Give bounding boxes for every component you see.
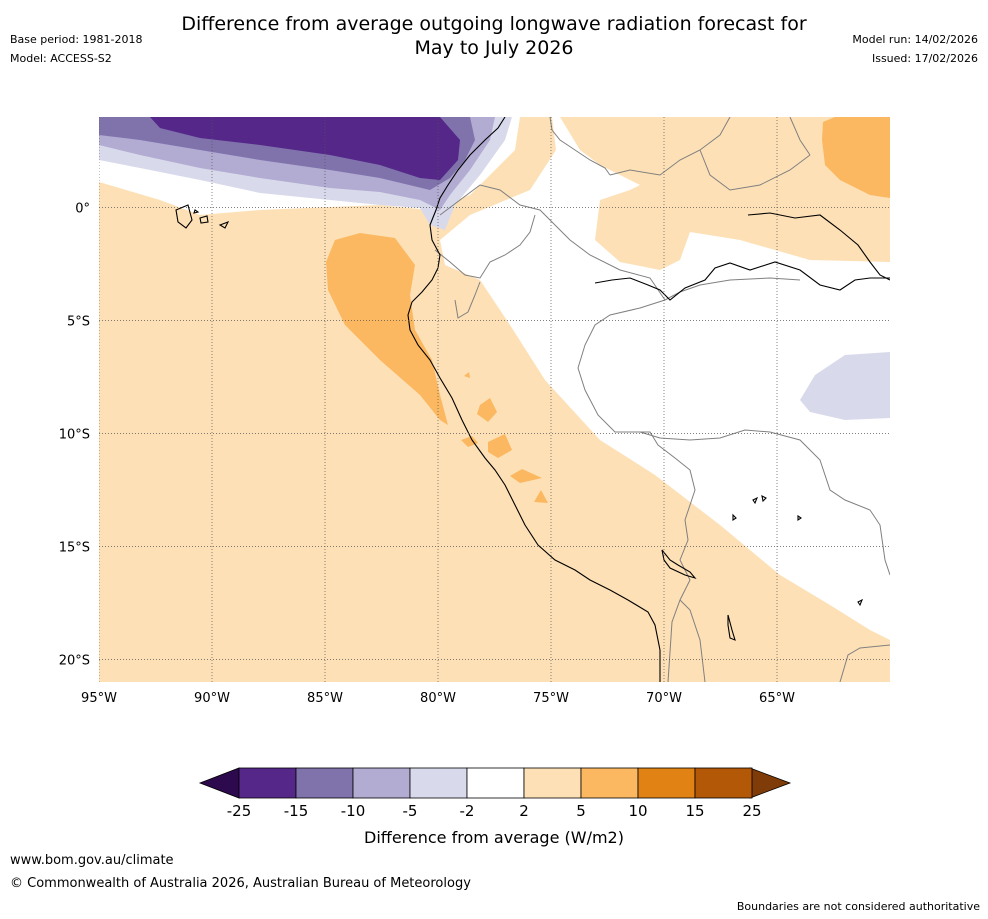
field-5-to-10-coastal	[326, 233, 448, 425]
colorbar-segment	[352, 767, 411, 799]
colorbar-label: Difference from average (W/m2)	[364, 828, 624, 847]
colorbar-tick: -2	[460, 802, 475, 820]
footer-note: Boundaries are not considered authoritat…	[736, 900, 980, 913]
lon-label: 90°W	[194, 691, 230, 706]
colorbar-segment	[580, 767, 639, 799]
footer-url[interactable]: www.bom.gov.au/climate	[10, 853, 174, 868]
colorbar-segment	[295, 767, 354, 799]
colorbar-segment	[694, 767, 753, 799]
amazon-river	[594, 261, 890, 301]
lon-label: 70°W	[646, 691, 682, 706]
footer-copyright: © Commonwealth of Australia 2026, Austra…	[10, 876, 471, 891]
anomaly-field	[99, 117, 890, 682]
colorbar-segment	[523, 767, 582, 799]
lon-label: 85°W	[307, 691, 343, 706]
title-line-2: May to July 2026	[414, 37, 574, 59]
colorbar: -25 -15 -10 -5 -2 2 5 10 15 25	[198, 767, 792, 820]
lat-label: 5°S	[67, 314, 90, 329]
colorbar-tick: -10	[341, 802, 366, 820]
colorbar-tick: -25	[227, 802, 252, 820]
lat-label: 20°S	[59, 653, 90, 668]
lon-label: 95°W	[81, 691, 117, 706]
colorbar-segment	[637, 767, 696, 799]
latitude-labels: 0° 5°S 10°S 15°S 20°S	[59, 201, 90, 668]
field-neg25-to-neg15	[150, 117, 460, 180]
colorbar-tick: 10	[628, 802, 647, 820]
colorbar-tick: 25	[742, 802, 761, 820]
country-borders	[434, 117, 890, 682]
coastline	[175, 117, 890, 682]
base-period-text: Base period: 1981-2018	[10, 33, 143, 46]
map-title: Difference from average outgoing longwav…	[0, 12, 988, 60]
lat-label: 0°	[75, 201, 90, 216]
colorbar-tick: -15	[284, 802, 309, 820]
lat-label: 15°S	[59, 540, 90, 555]
longitude-labels: 95°W 90°W 85°W 80°W 75°W 70°W 65°W	[81, 691, 795, 706]
colorbar-segment	[238, 767, 297, 799]
title-line-1: Difference from average outgoing longwav…	[181, 13, 807, 35]
colorbar-segment	[466, 767, 525, 799]
model-text: Model: ACCESS-S2	[10, 52, 112, 65]
colorbar-min-extend	[198, 767, 240, 799]
colorbar-tick: 2	[519, 802, 529, 820]
lake-titicaca	[661, 549, 697, 580]
field-neutral-interior	[99, 117, 890, 640]
lon-label: 65°W	[759, 691, 795, 706]
colorbar-max-extend	[749, 767, 792, 799]
gridlines	[99, 117, 890, 682]
lat-label: 10°S	[59, 427, 90, 442]
galapagos-isabela	[175, 204, 193, 229]
issued-text: Issued: 17/02/2026	[871, 52, 978, 65]
colorbar-tick: 15	[685, 802, 704, 820]
field-neg-east	[800, 352, 890, 420]
colorbar-segment	[409, 767, 468, 799]
model-run-text: Model run: 14/02/2026	[852, 33, 978, 46]
colorbar-tick: -5	[403, 802, 418, 820]
field-5-to-10-northeast	[822, 117, 890, 198]
river-north	[747, 212, 890, 281]
lon-label: 75°W	[533, 691, 569, 706]
pacific-coastline	[407, 117, 661, 682]
colorbar-tick: 5	[576, 802, 586, 820]
lon-label: 80°W	[420, 691, 456, 706]
